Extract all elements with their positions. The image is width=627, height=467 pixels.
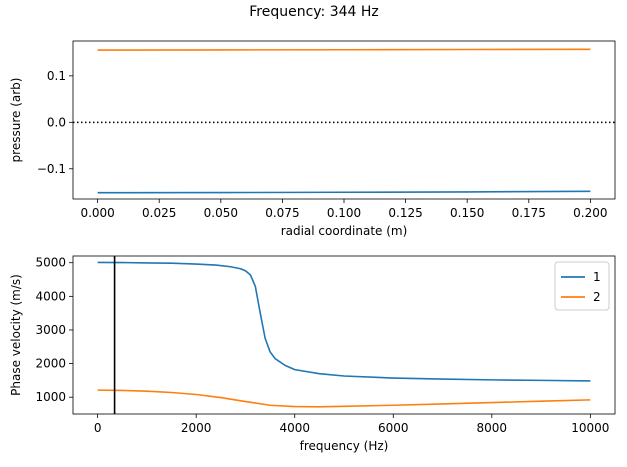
y-tick-label: −0.1: [37, 162, 66, 176]
y-tick-label: 5000: [35, 256, 66, 270]
series-line-2: [97, 389, 591, 408]
y-tick-label: 0.1: [47, 69, 66, 83]
x-tick-label: 0.100: [327, 206, 361, 220]
y-axis-label: pressure (arb): [9, 78, 23, 163]
x-tick-label: 6000: [378, 421, 409, 435]
series-line-2: [97, 48, 591, 51]
x-tick-label: 8000: [477, 421, 508, 435]
x-tick-label: 0.175: [512, 206, 546, 220]
axes-frame: [72, 40, 616, 200]
y-tick-label: 3000: [35, 323, 66, 337]
x-tick-label: 0.150: [450, 206, 484, 220]
figure-title: Frequency: 344 Hz: [249, 4, 379, 20]
x-tick-label: 0.200: [573, 206, 607, 220]
x-tick-label: 4000: [279, 421, 310, 435]
pressure-plot: 0.000 0.025 0.050 0.075 0.100 0.125 0.150 0.175…: [9, 40, 616, 238]
y-tick-label: 2000: [35, 357, 66, 371]
x-tick-label: 2000: [181, 421, 212, 435]
x-tick-label: 10000: [571, 421, 609, 435]
axes-frame: [72, 255, 616, 415]
x-tick-label: 0.025: [142, 206, 176, 220]
series-line-1: [97, 190, 591, 194]
phase-velocity-plot: 0 2000 4000 6000 8000 10000 1000 2000 3000 4000 50…: [9, 255, 616, 453]
x-axis-label: frequency (Hz): [300, 439, 389, 453]
series-line-1: [97, 261, 591, 382]
legend-label-1: 1: [593, 270, 601, 284]
x-tick-label: 0.125: [388, 206, 422, 220]
legend-label-2: 2: [593, 290, 601, 304]
y-axis-label: Phase velocity (m/s): [9, 274, 23, 396]
y-tick-label: 4000: [35, 289, 66, 303]
y-tick-label: 0.0: [47, 115, 66, 129]
legend-box: [554, 261, 610, 311]
y-tick-label: 1000: [35, 390, 66, 404]
x-tick-label: 0.050: [204, 206, 238, 220]
x-tick-label: 0.000: [80, 206, 114, 220]
legend: 12: [554, 261, 610, 311]
x-axis-label: radial coordinate (m): [281, 224, 408, 238]
x-tick-label: 0.075: [265, 206, 299, 220]
x-tick-label: 0: [94, 421, 102, 435]
